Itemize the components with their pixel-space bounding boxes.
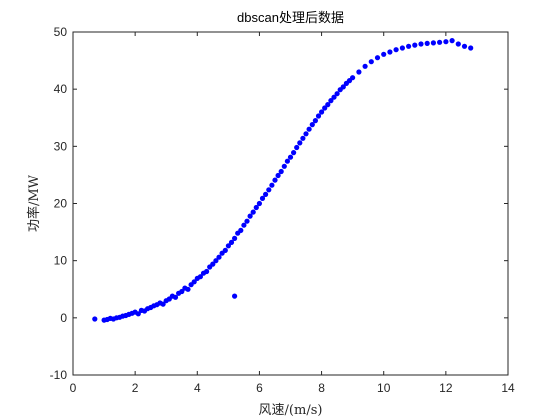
x-tick-label: 2 [132,381,139,395]
data-point [322,105,328,111]
data-point [306,126,312,132]
data-point [291,150,297,156]
data-point [284,158,290,164]
data-point [160,301,166,307]
x-axis-label: 风速/(m/s) [259,403,323,418]
data-point [247,213,253,219]
x-tick-label: 6 [256,381,263,395]
data-point [266,187,272,193]
data-point [455,41,461,47]
data-point [328,98,334,104]
data-point [350,75,356,81]
x-tick-label: 0 [70,381,77,395]
x-tick-label: 8 [318,381,325,395]
data-point [315,113,322,119]
data-point [287,154,294,160]
data-point [381,51,387,57]
x-tick-label: 14 [501,381,515,395]
data-point [256,200,262,207]
data-point [222,247,228,253]
data-point [250,209,256,215]
data-point [172,294,179,300]
data-point [281,163,287,169]
data-point [303,131,309,137]
data-point [393,47,399,53]
data-point [319,109,325,115]
data-point [309,122,315,128]
data-point [232,235,238,241]
x-tick-label: 10 [377,381,391,395]
chart-title: dbscan处理后数据 [237,10,344,25]
y-tick-label: 10 [54,254,68,268]
data-point [238,227,244,233]
data-point [185,286,191,292]
data-point [197,274,203,280]
y-tick-label: 20 [54,197,68,211]
data-point [272,177,278,183]
data-point [241,222,247,228]
data-points [92,38,474,323]
data-point [430,40,436,46]
data-point [412,42,418,48]
data-point [210,261,216,267]
data-point [406,43,412,49]
data-point [244,218,250,224]
data-point [259,195,266,201]
data-point [297,140,303,146]
data-point [213,258,219,264]
data-point [225,243,231,249]
data-point [437,39,443,45]
x-tick-label: 12 [439,381,453,395]
data-point [179,288,185,295]
y-axis-label: 功率/MW [26,174,42,232]
data-point [253,204,259,211]
data-point [418,41,424,47]
data-point [232,293,238,299]
y-tick-label: 50 [54,25,68,39]
data-point [387,49,393,55]
x-tick-label: 4 [194,381,201,395]
y-tick-label: -10 [50,368,68,382]
data-point [275,172,281,179]
data-point [216,254,222,260]
y-tick-label: 0 [60,311,67,325]
data-point [362,63,368,69]
data-point [374,55,381,61]
data-point [443,39,449,45]
data-point [424,40,430,47]
data-point [331,94,337,100]
data-point [449,38,455,44]
data-point [334,91,340,97]
data-point [294,144,300,151]
data-point [300,135,306,141]
data-point [269,182,275,188]
data-point [399,45,405,51]
data-point [228,239,235,245]
data-point [278,168,284,175]
data-point [368,59,374,65]
data-point [461,43,468,49]
data-point [468,45,474,51]
plot-frame [72,31,509,376]
data-point [325,102,331,108]
y-tick-label: 40 [54,82,68,96]
data-point [263,191,269,197]
data-point [340,84,346,90]
data-point [92,316,98,322]
data-point [356,69,362,75]
y-tick-label: 30 [54,139,68,153]
data-point [312,118,318,124]
data-point [135,311,141,317]
data-point [191,279,197,285]
data-point [204,268,210,275]
